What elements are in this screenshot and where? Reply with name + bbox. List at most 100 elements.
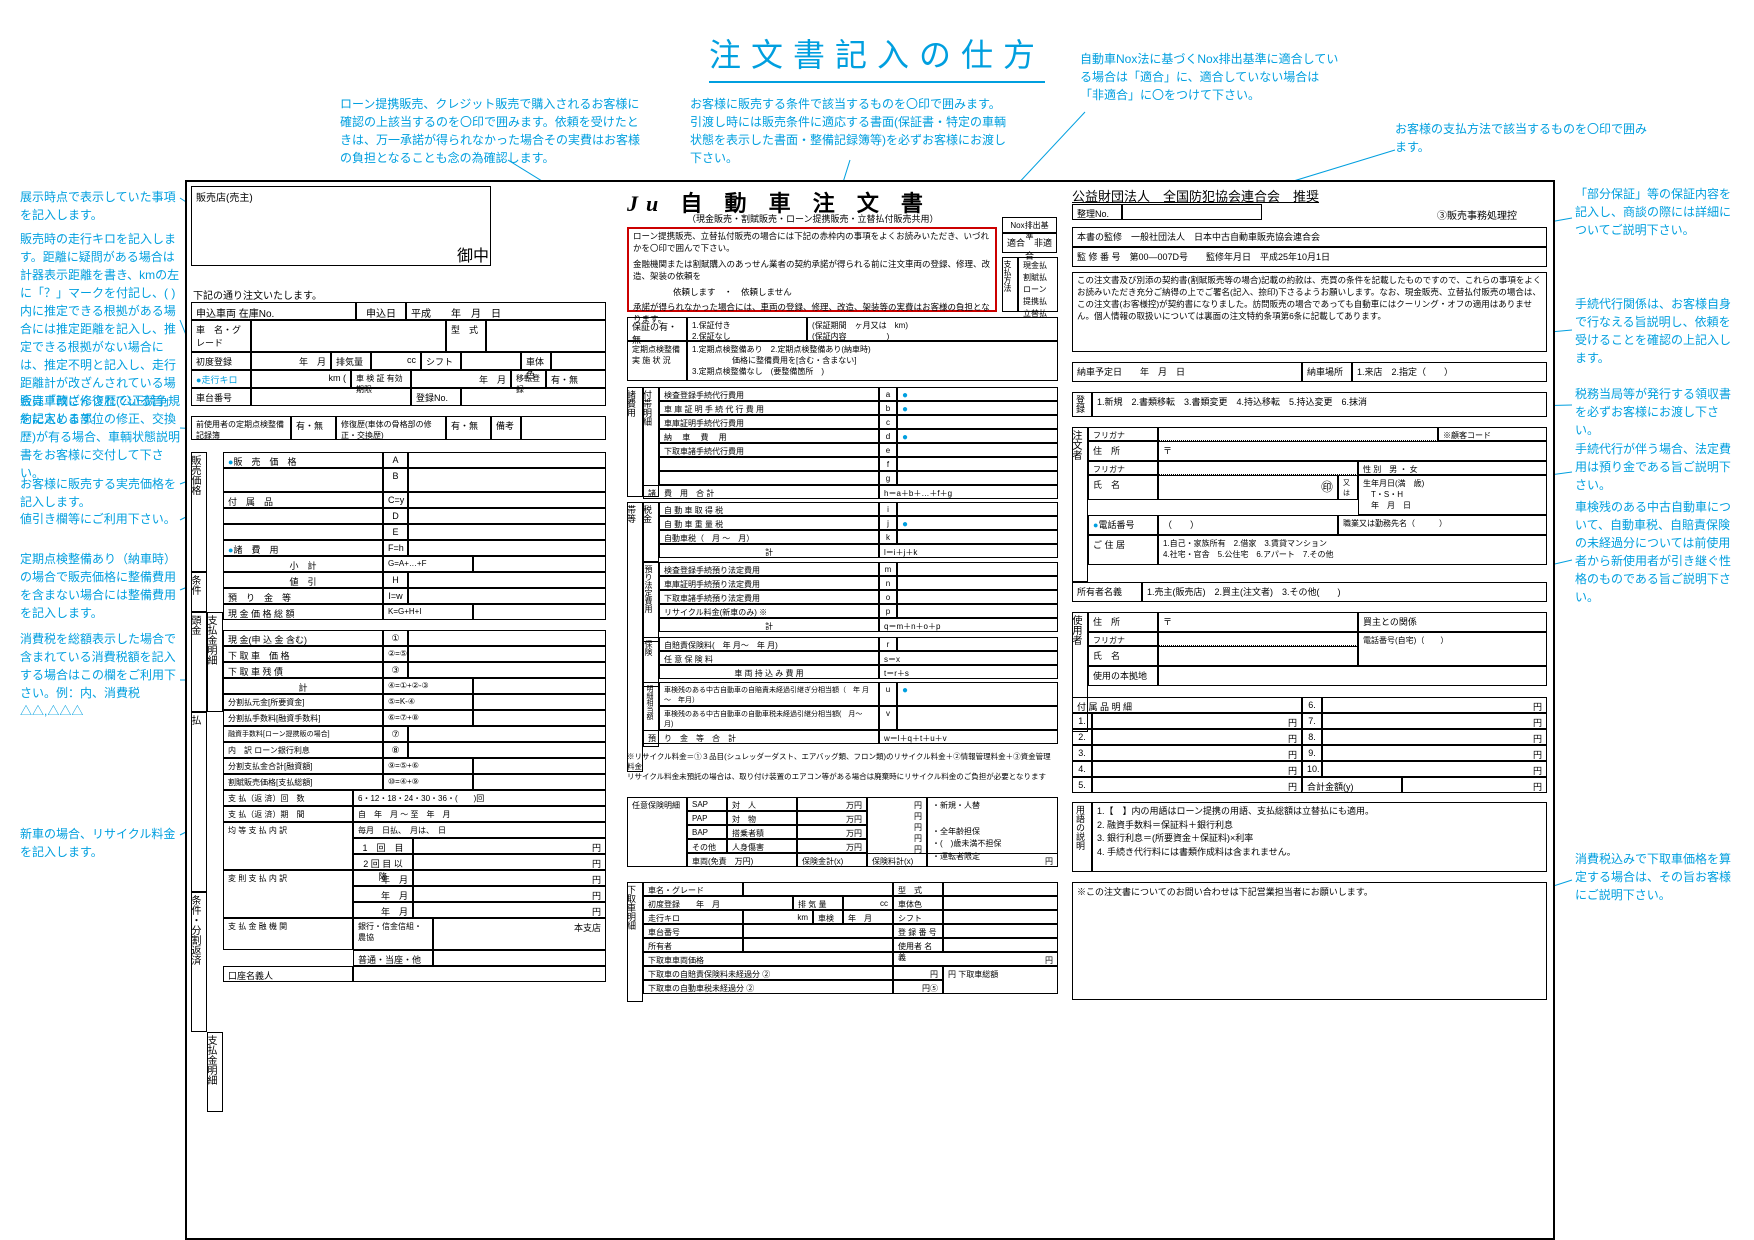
acc-5v[interactable]: 円 [1092, 777, 1302, 793]
fee-m-val[interactable] [897, 562, 1058, 576]
tradein-r5v[interactable] [743, 938, 893, 952]
price-val-f[interactable] [408, 540, 606, 556]
remarks-val[interactable] [521, 416, 606, 440]
pay-val-5[interactable] [473, 694, 606, 710]
fee-f[interactable] [659, 457, 879, 471]
acc-4v[interactable]: 円 [1092, 761, 1302, 777]
empty-d[interactable] [223, 508, 383, 524]
prev1-opt[interactable]: 有・無 [291, 416, 336, 440]
transfer-opt[interactable]: 有・無 [546, 370, 606, 388]
warranty-period[interactable]: (保証期間 ヶ月又は km) (保証内容 ) [807, 317, 1058, 341]
empty-e[interactable] [223, 524, 383, 540]
tradein-r1v[interactable] [743, 882, 893, 896]
price-val-k[interactable] [473, 604, 606, 620]
price-val-i[interactable] [408, 588, 606, 604]
acc-9v[interactable]: 円 [1322, 745, 1547, 761]
price-val-c[interactable] [408, 492, 606, 508]
paymethod-opts[interactable]: 現金払 割賦払 ローン提携払 立替払 [1018, 257, 1058, 312]
price-val-g[interactable] [473, 556, 606, 572]
pay-val-6[interactable] [473, 710, 606, 726]
acc-3v[interactable]: 円 [1092, 745, 1302, 761]
fee-c-val[interactable] [897, 415, 1058, 429]
fee-j-val[interactable]: ● [897, 516, 1058, 530]
type-val[interactable] [486, 320, 606, 352]
acctname-val[interactable] [353, 966, 606, 982]
evenpay-3b[interactable]: 円 [413, 854, 606, 870]
price-val-a[interactable] [408, 452, 606, 468]
o-name-val[interactable]: ㊞ [1158, 475, 1338, 500]
fee-e-val[interactable] [897, 443, 1058, 457]
pay-val-8[interactable] [408, 742, 606, 758]
acctype[interactable]: 普通・当座・他 [353, 950, 433, 966]
chassis-val[interactable] [251, 388, 411, 406]
pay-val-1[interactable] [408, 630, 606, 646]
ins-v3[interactable]: 万円 [797, 825, 867, 839]
owner-opts[interactable]: 1.売主(販売店) 2.買主(注文者) 3.その他( ) [1142, 582, 1547, 602]
insp-val[interactable]: 年 月 [411, 370, 511, 388]
o-tel-val[interactable]: （ ） [1158, 515, 1338, 535]
tradein-c5v[interactable] [943, 910, 1058, 924]
bonuspay-3a[interactable]: 年 月 [353, 902, 413, 918]
fee-r-val[interactable] [897, 637, 1058, 651]
o-birth[interactable]: 生年月日(満 歳) T・S・H 年 月 日 [1358, 475, 1547, 515]
tradein-c3v[interactable] [943, 896, 1058, 910]
fee-a-val[interactable]: ● [897, 387, 1058, 401]
warranty-opts[interactable]: 1.保証付き 2.保証なし [687, 317, 807, 341]
acc-1v[interactable]: 円 [1092, 713, 1302, 729]
tradein-r7v[interactable]: 円 [893, 966, 943, 980]
bonuspay-3b[interactable]: 円 [413, 902, 606, 918]
acc-2v[interactable]: 円 [1092, 729, 1302, 745]
fee-k-val[interactable] [897, 530, 1058, 544]
fee-d-val[interactable]: ● [897, 429, 1058, 443]
fee-o-val[interactable] [897, 590, 1058, 604]
tradein-r4v[interactable] [743, 924, 893, 938]
disp-val[interactable]: cc [371, 352, 421, 370]
pay-val-4[interactable] [473, 678, 606, 694]
o-furigana2-val[interactable] [1158, 461, 1358, 475]
bonuspay-2a[interactable]: 年 月 [353, 886, 413, 902]
bonuspay-1b[interactable]: 円 [413, 870, 606, 886]
tradein-c1v[interactable] [943, 882, 1058, 896]
bank-val[interactable]: 本支店 [433, 918, 606, 950]
bonuspay-2b[interactable]: 円 [413, 886, 606, 902]
ins-v1[interactable]: 万円 [797, 797, 867, 811]
periodic-opts[interactable]: 1.定期点検整備あり 2.定期点検整備あり(納車時) 価格に整備費用を[含む・含… [687, 341, 1058, 381]
fee-g-val[interactable] [897, 471, 1058, 485]
payperiod-val[interactable]: 自 年 月 ～ 至 年 月 [353, 806, 606, 822]
price-val-b[interactable] [408, 468, 606, 492]
tradein-r3v[interactable]: km [743, 910, 813, 924]
nox-opt[interactable]: 適合 非適合 [1002, 233, 1057, 253]
color-val[interactable] [551, 352, 606, 370]
tradein-c4[interactable]: cc [843, 896, 893, 910]
tradein-r8v[interactable]: 円⑤ [893, 980, 943, 994]
u-telhome[interactable]: 電話番号(自宅)（ ） [1358, 632, 1547, 666]
o-furigana-val[interactable] [1158, 427, 1438, 441]
tradein-r6v[interactable]: 円 [893, 952, 1058, 966]
fee-g[interactable] [659, 471, 879, 485]
fee-u-val[interactable]: ● [897, 682, 1058, 706]
tradein-c10[interactable]: 年 月 [843, 910, 893, 924]
accnum[interactable] [433, 950, 606, 966]
o-residence-opts[interactable]: 1.自己・家族所有 2.借家 3.賃貸マンション 4.社宅・官舎 5.公住宅 6… [1158, 535, 1547, 565]
tradein-c7v[interactable] [943, 938, 1058, 952]
pay-val-9[interactable] [473, 758, 606, 774]
fee-b-val[interactable]: ● [897, 401, 1058, 415]
acc-6v[interactable]: 円 [1322, 697, 1547, 713]
firstreg-val[interactable]: 年 月 [251, 352, 331, 370]
o-gender[interactable]: 性 別 男 ・ 女 [1358, 461, 1547, 475]
prev2-opt[interactable]: 有・無 [446, 416, 491, 440]
u-address-val[interactable]: 〒 [1158, 612, 1358, 632]
evenpay-1[interactable]: 毎月 日払、 月は、 日 [353, 822, 606, 838]
car-name-val[interactable] [251, 320, 446, 352]
ins-v4[interactable]: 万円 [797, 839, 867, 853]
ins-premium-val[interactable]: 円 [927, 853, 1058, 867]
mileage-val[interactable]: km ( [251, 370, 351, 388]
fee-p-val[interactable] [897, 604, 1058, 618]
o-address-val[interactable]: 〒 [1158, 441, 1547, 461]
acc-total-val[interactable]: 円 [1402, 777, 1547, 793]
price-val-e[interactable] [408, 524, 606, 540]
u-furigana-val[interactable] [1158, 632, 1358, 646]
refno-val[interactable] [1122, 204, 1262, 220]
fee-v-val[interactable] [897, 706, 1058, 730]
tradein-c6v[interactable] [943, 924, 1058, 938]
